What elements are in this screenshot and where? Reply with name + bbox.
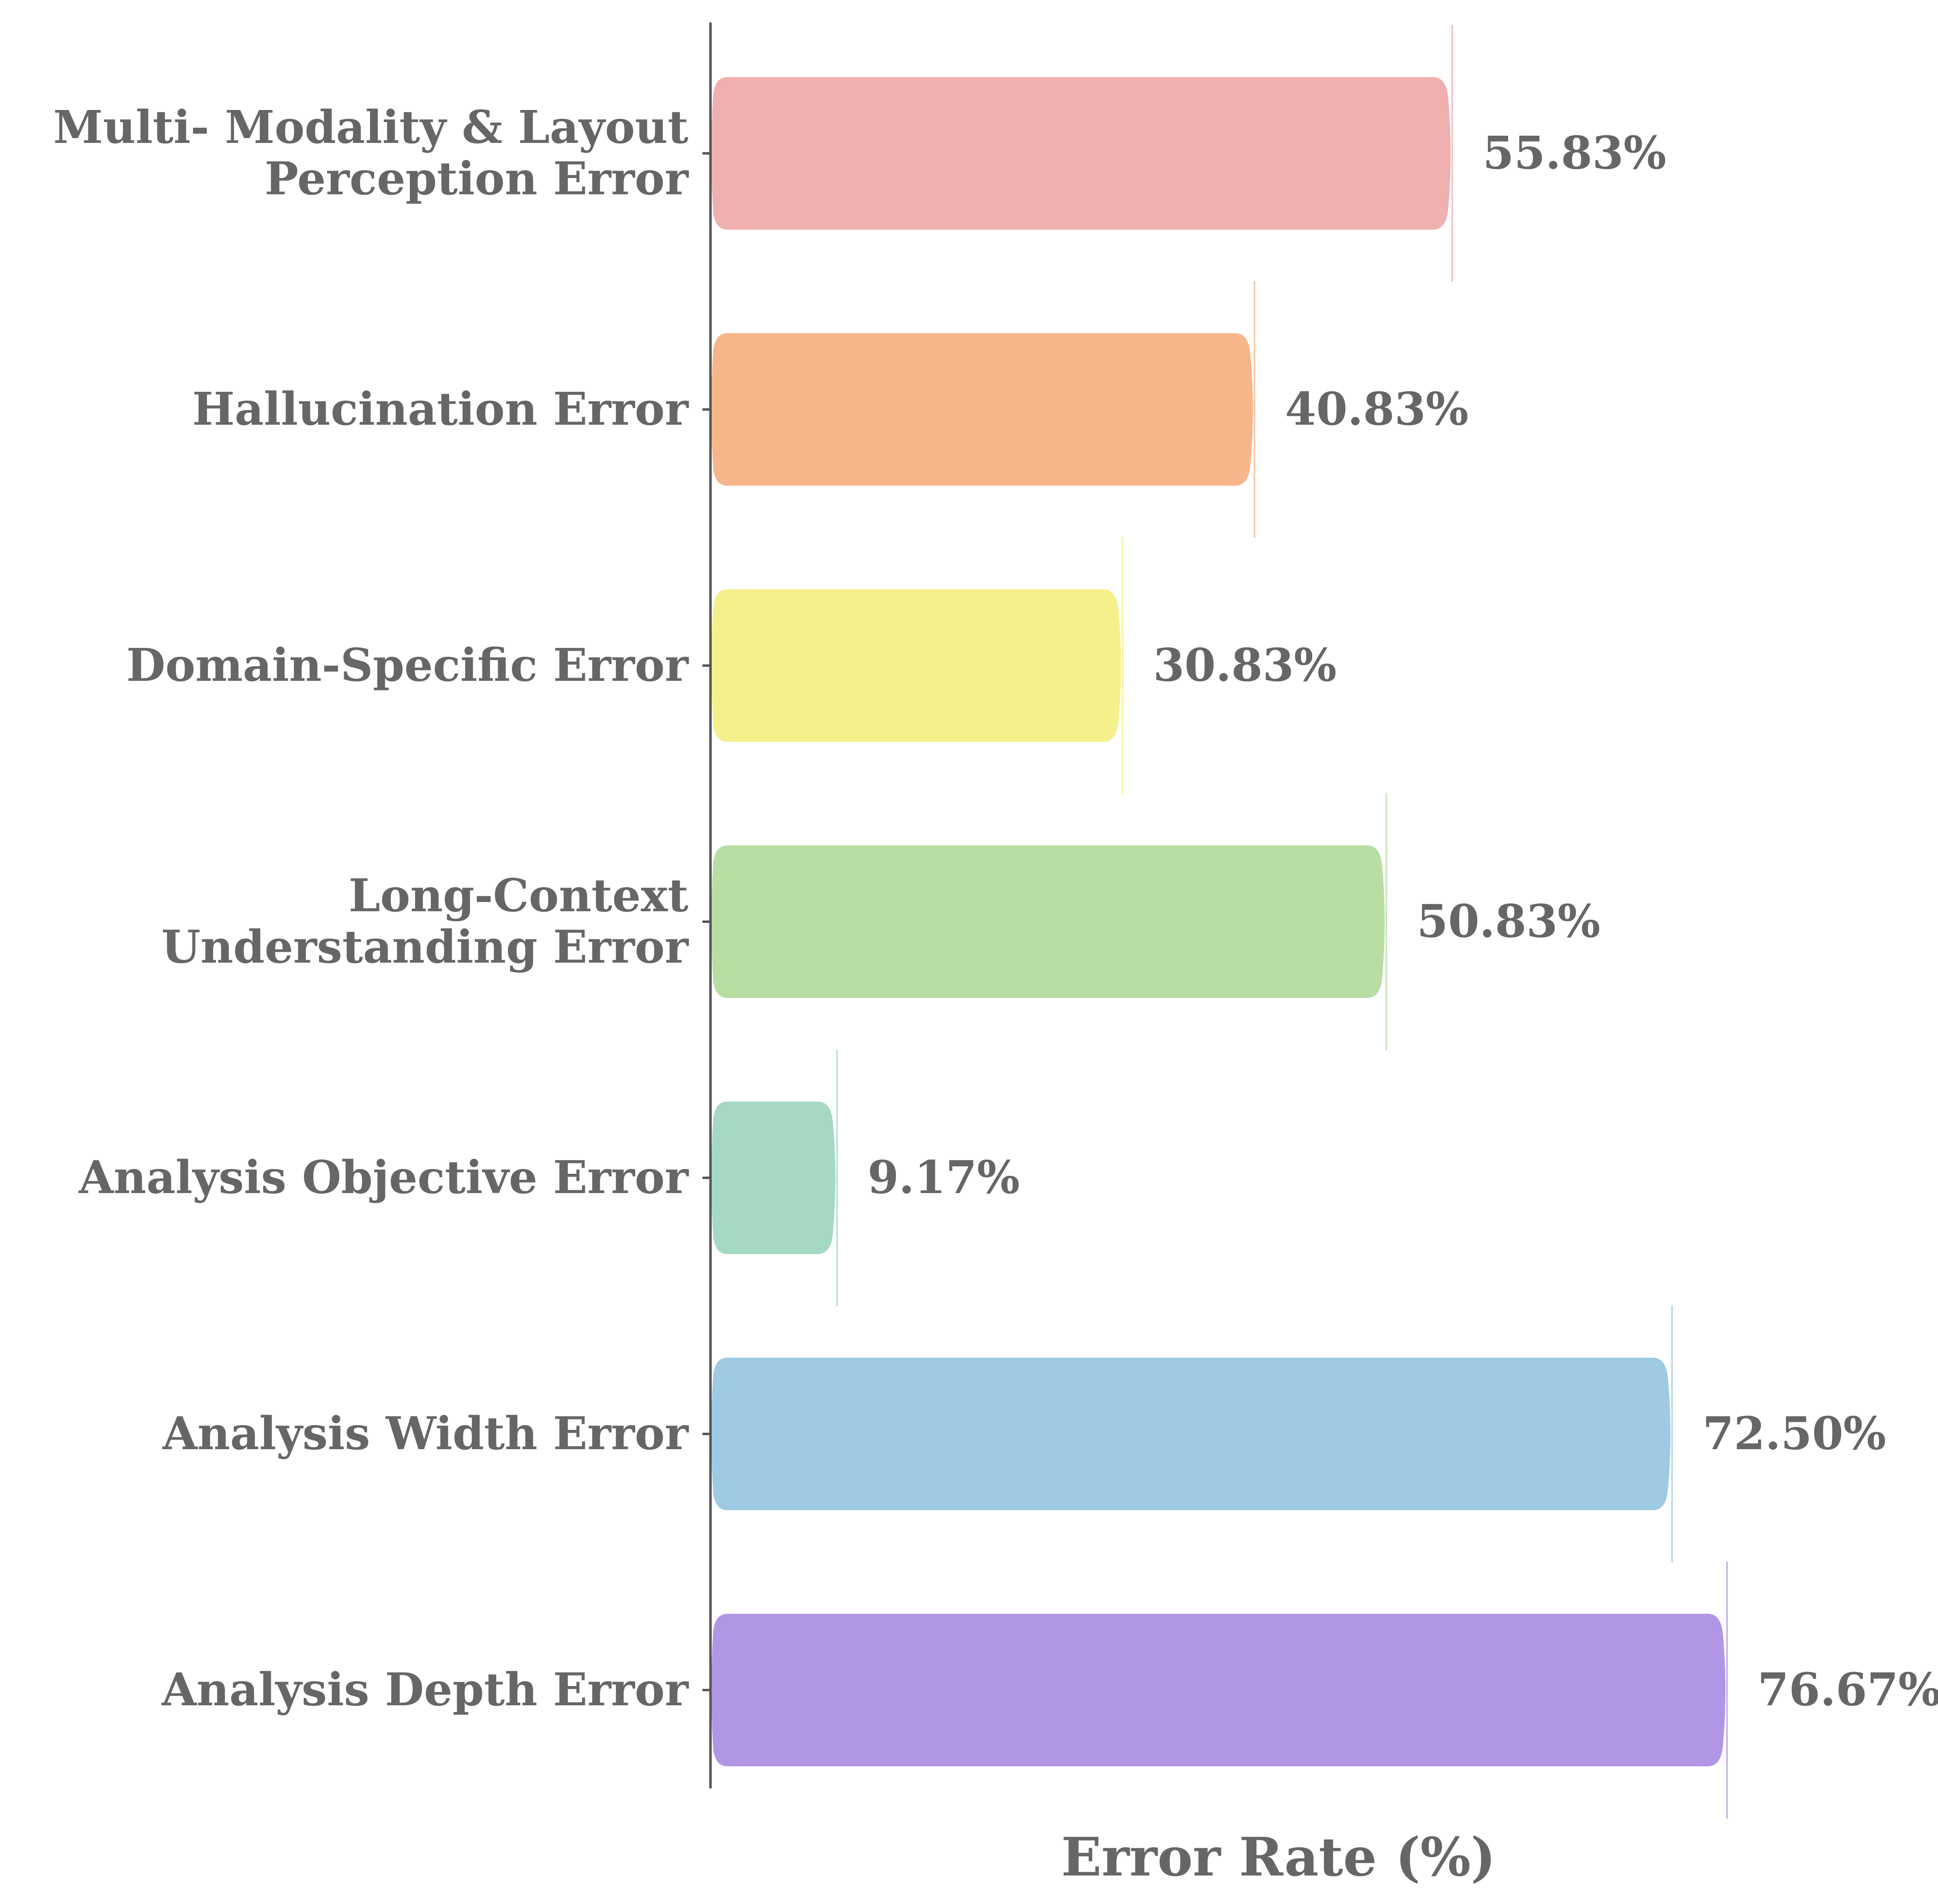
x-axis-title: Error Rate (%) (1061, 1826, 1496, 1888)
value-label: 40.83% (1285, 383, 1468, 436)
category-label: Analysis Width Error (162, 1407, 689, 1460)
category-label: Multi- Modality & Layout Perception Error (53, 101, 689, 205)
category-label: Long-Context Understanding Error (161, 870, 689, 973)
bar (711, 77, 1451, 230)
value-label: 76.67% (1757, 1664, 1938, 1716)
bar (711, 1614, 1726, 1766)
value-label: 9.17% (867, 1151, 1020, 1204)
bar (711, 589, 1121, 742)
bar (711, 845, 1385, 998)
value-label: 50.83% (1417, 895, 1600, 948)
category-label: Analysis Depth Error (161, 1664, 689, 1716)
value-label: 30.83% (1153, 639, 1337, 692)
labels-layer: Multi- Modality & Layout Perception Error… (53, 101, 1938, 1716)
bar (711, 333, 1253, 486)
bars-layer (711, 25, 1728, 1818)
category-label: Hallucination Error (192, 383, 689, 436)
value-label: 72.50% (1702, 1407, 1886, 1460)
value-label: 55.83% (1483, 127, 1666, 179)
category-label: Analysis Objective Error (78, 1151, 689, 1204)
bar (711, 1358, 1671, 1510)
category-label: Domain-Specific Error (126, 639, 689, 692)
bar (711, 1102, 836, 1254)
